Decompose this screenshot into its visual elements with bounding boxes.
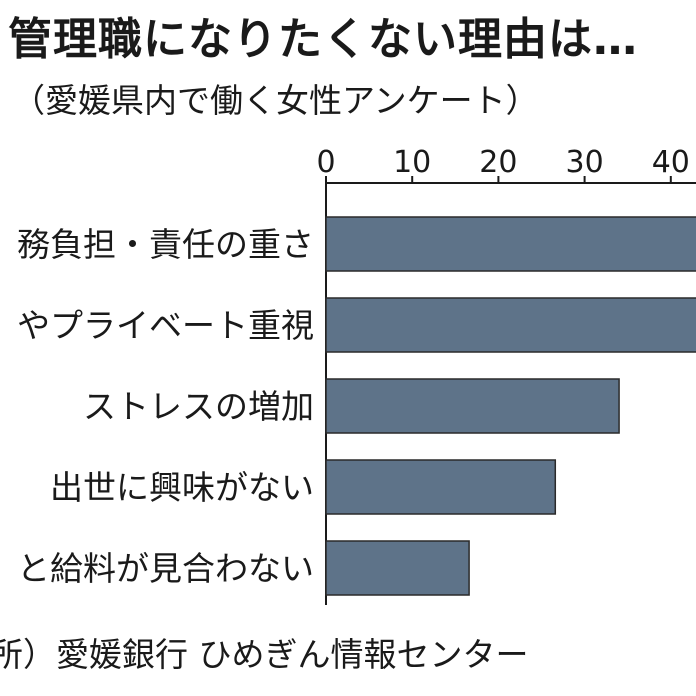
chart-title: 管理職になりたくない理由は… xyxy=(8,14,638,65)
source-note: 所）愛媛銀行 ひめぎん情報センター xyxy=(0,635,529,674)
category-label: ストレスの増加 xyxy=(83,387,314,426)
x-tick-label: 30 xyxy=(566,145,604,180)
category-label: 出世に興味がない xyxy=(50,468,314,507)
x-tick-label: 0 xyxy=(316,145,335,180)
category-label: やプライベート重視 xyxy=(17,306,314,345)
bars xyxy=(325,216,696,596)
bar xyxy=(325,297,696,353)
x-axis: 0 10 20 30 40 xyxy=(316,145,696,605)
category-label: と給料が見合わない xyxy=(17,549,314,588)
category-label: 務負担・責任の重さ xyxy=(17,225,314,264)
bar xyxy=(325,378,620,434)
bar xyxy=(325,540,470,596)
x-tick-label: 40 xyxy=(652,145,690,180)
bar xyxy=(325,216,696,272)
x-tick-label: 10 xyxy=(393,145,431,180)
category-labels: 務負担・責任の重さやプライベート重視ストレスの増加出世に興味がないと給料が見合わ… xyxy=(17,225,314,588)
x-tick-label: 20 xyxy=(479,145,517,180)
x-ticks: 0 10 20 30 40 xyxy=(316,145,690,183)
bar xyxy=(325,459,557,515)
chart-subtitle: （愛媛県内で働く女性アンケート） xyxy=(12,81,539,120)
